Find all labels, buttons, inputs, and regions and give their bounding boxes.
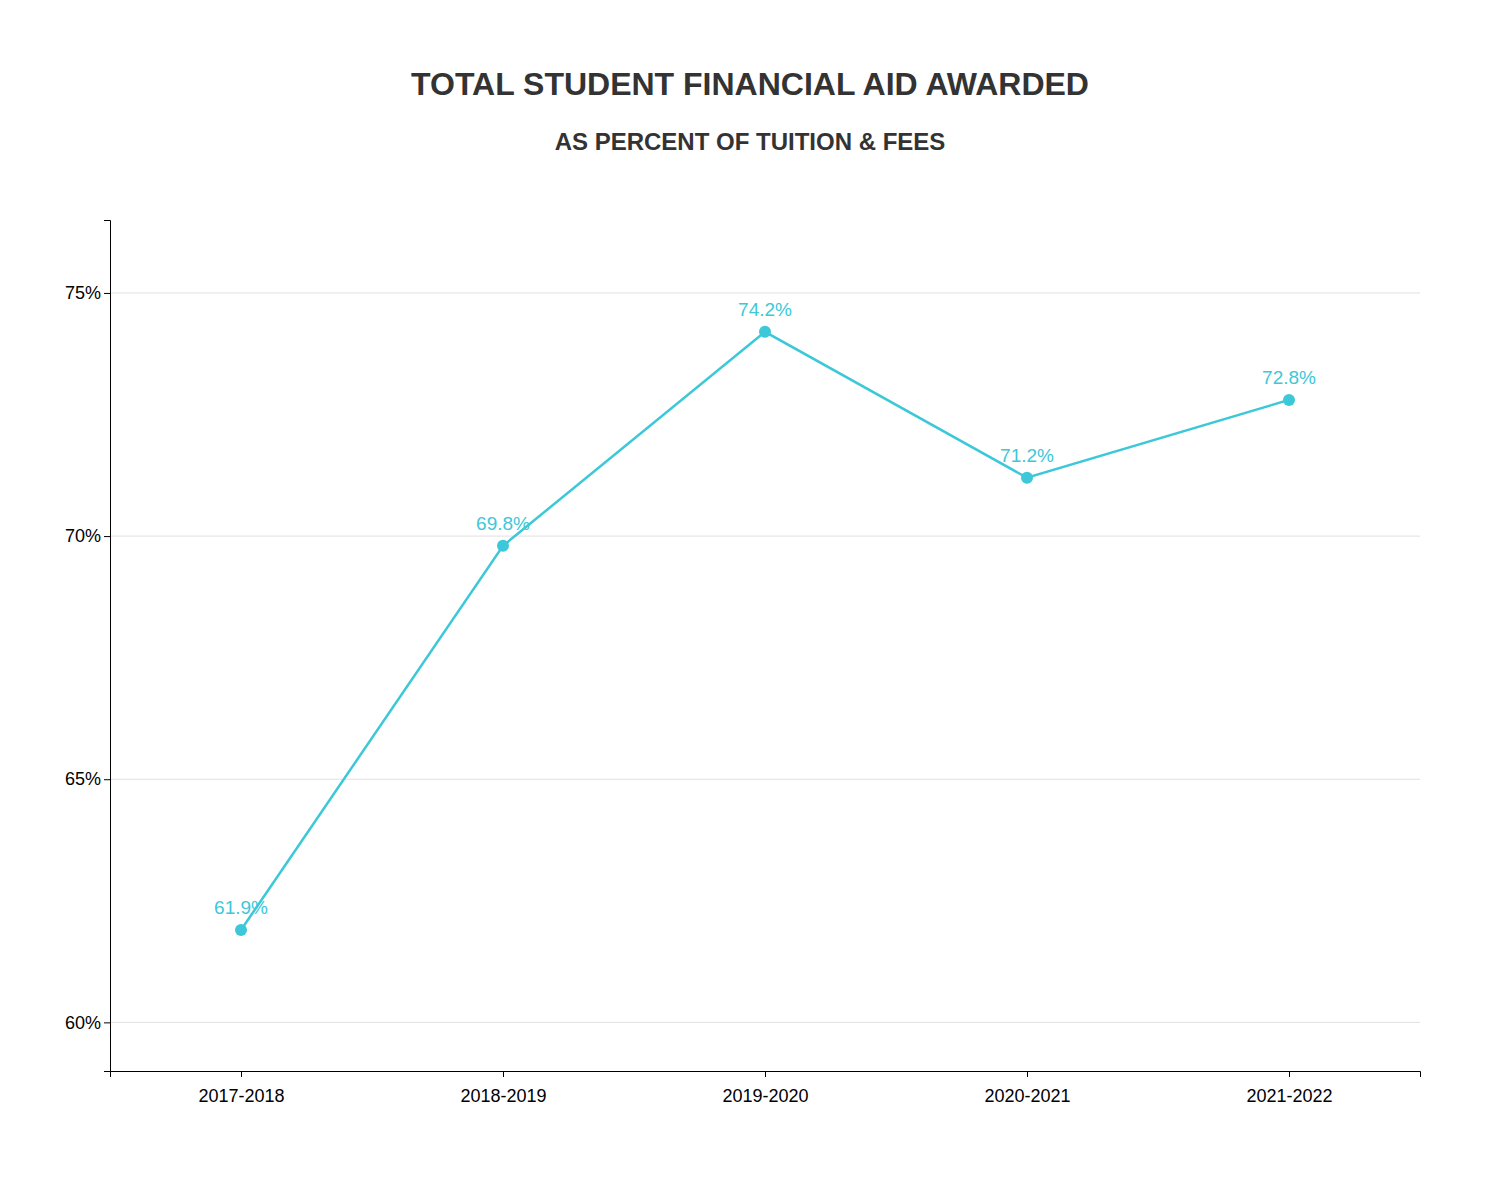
point bbox=[1283, 394, 1295, 406]
grid-line bbox=[110, 536, 1420, 537]
x-tick: 2017-2018 bbox=[198, 1071, 284, 1106]
x-tick: 2018-2019 bbox=[460, 1071, 546, 1106]
marks bbox=[235, 326, 1295, 936]
x-tick-label: 2021-2022 bbox=[1246, 1086, 1332, 1106]
grid-line bbox=[110, 779, 1420, 780]
x-tick: 2019-2020 bbox=[722, 1071, 808, 1106]
y-tick: 65% bbox=[65, 769, 110, 789]
x-tick-label: 2019-2020 bbox=[722, 1086, 808, 1106]
x-tick-mark bbox=[1289, 1071, 1290, 1077]
y-tick-label: 65% bbox=[65, 769, 101, 789]
x-tick-mark bbox=[241, 1071, 242, 1077]
grid-line bbox=[110, 1022, 1420, 1023]
data-label: 72.8% bbox=[1262, 367, 1316, 388]
subtitle: AS PERCENT OF TUITION & FEES bbox=[555, 128, 946, 155]
x-tick-mark bbox=[765, 1071, 766, 1077]
y-tick-mark bbox=[104, 779, 110, 780]
x-tick-label: 2017-2018 bbox=[198, 1086, 284, 1106]
y-tick-mark bbox=[104, 293, 110, 294]
x-tick: 2020-2021 bbox=[984, 1071, 1070, 1106]
y-tick-mark bbox=[104, 536, 110, 537]
y-axis-line bbox=[104, 221, 111, 1072]
data-labels: 61.9% 69.8% 74.2% 71.2% 72.8% bbox=[214, 299, 1316, 918]
y-tick: 75% bbox=[65, 283, 110, 303]
x-tick-label: 2018-2019 bbox=[460, 1086, 546, 1106]
y-tick-label: 70% bbox=[65, 526, 101, 546]
data-label: 61.9% bbox=[214, 897, 268, 918]
x-tick-mark bbox=[1027, 1071, 1028, 1077]
y-tick: 60% bbox=[65, 1013, 110, 1033]
y-tick-mark bbox=[104, 1022, 110, 1023]
x-axis: 2017-2018 2018-2019 2019-2020 2020-2021 2021… bbox=[111, 1071, 1421, 1106]
grid bbox=[110, 293, 1420, 1022]
data-label: 74.2% bbox=[738, 299, 792, 320]
x-axis-line bbox=[111, 1072, 1421, 1078]
y-tick-label: 75% bbox=[65, 283, 101, 303]
x-tick: 2021-2022 bbox=[1246, 1071, 1332, 1106]
y-axis: 60% 65% 70% 75% bbox=[65, 221, 111, 1072]
x-tick-mark bbox=[503, 1071, 504, 1077]
plot: 60%65%70%75%2017-20182018-20192019-20202… bbox=[65, 221, 1421, 1106]
point bbox=[235, 924, 247, 936]
line bbox=[241, 332, 1289, 930]
point bbox=[497, 540, 509, 552]
title: TOTAL STUDENT FINANCIAL AID AWARDED bbox=[411, 66, 1089, 102]
point bbox=[759, 326, 771, 338]
point bbox=[1021, 472, 1033, 484]
data-label: 71.2% bbox=[1000, 445, 1054, 466]
chart: TOTAL STUDENT FINANCIAL AID AWARDED AS PE… bbox=[0, 0, 1500, 1181]
y-tick-label: 60% bbox=[65, 1013, 101, 1033]
grid-line bbox=[110, 292, 1420, 293]
y-tick: 70% bbox=[65, 526, 110, 546]
x-tick-label: 2020-2021 bbox=[984, 1086, 1070, 1106]
data-label: 69.8% bbox=[476, 513, 530, 534]
